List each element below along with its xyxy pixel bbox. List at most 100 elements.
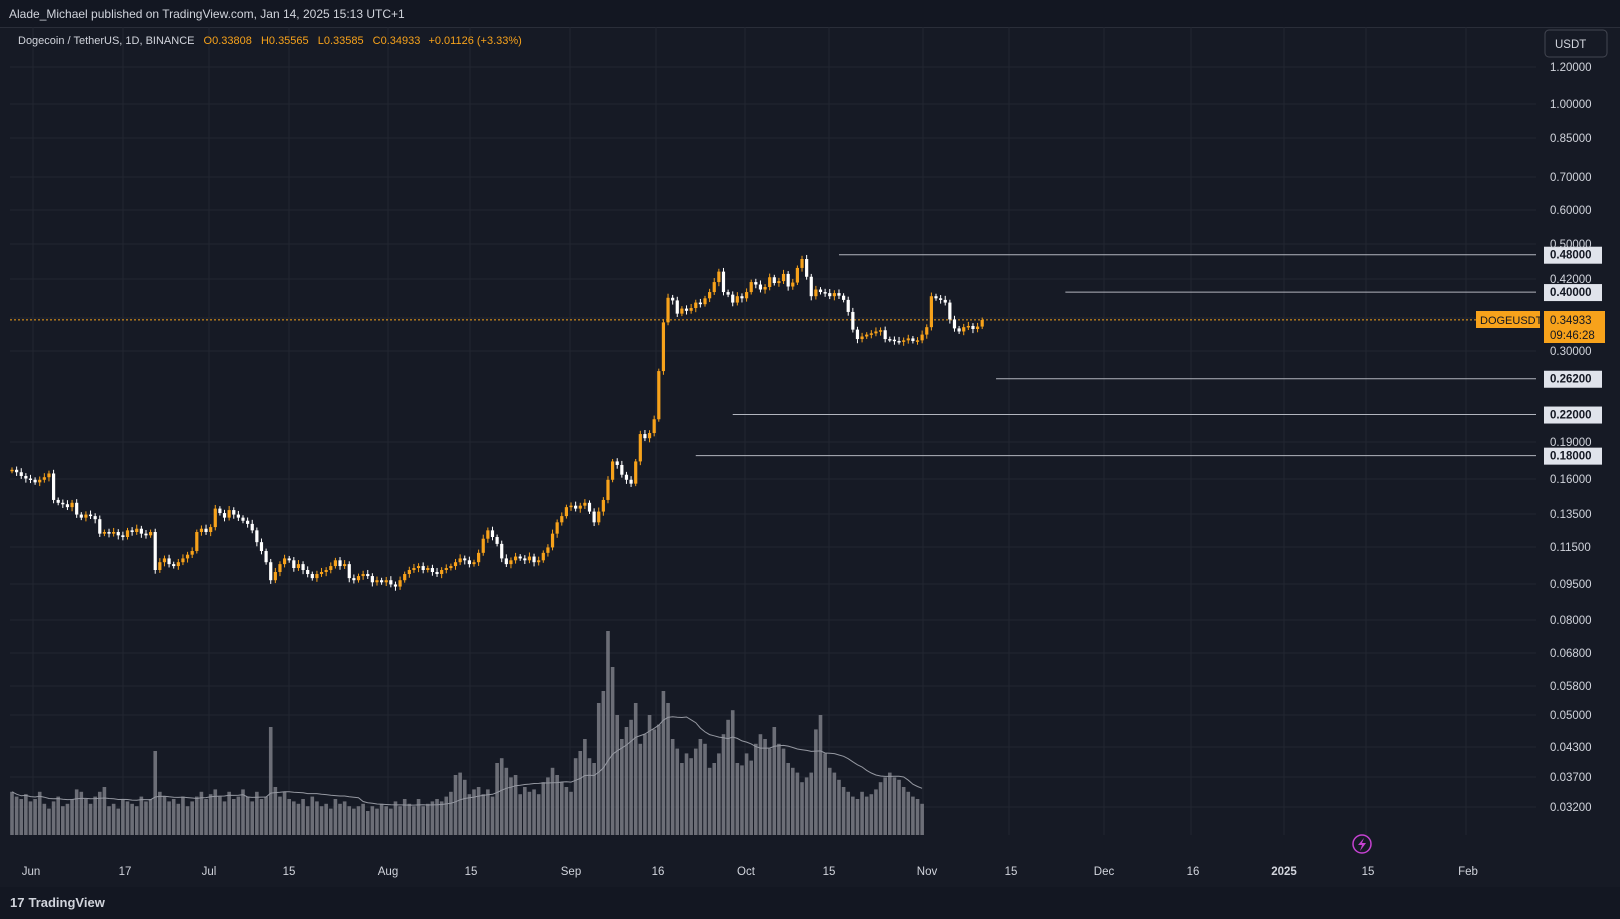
volume-bar <box>65 803 70 835</box>
volume-bar <box>592 763 596 835</box>
volume-bar <box>657 724 661 835</box>
volume-bar <box>416 799 421 835</box>
volume-bar <box>458 772 462 835</box>
volume-bar <box>633 703 638 835</box>
volume-bar <box>610 667 615 835</box>
volume-bar <box>744 753 749 835</box>
bolt-icon[interactable] <box>1352 834 1372 854</box>
volume-bar <box>342 801 347 835</box>
volume-bar <box>37 791 42 835</box>
volume-bar <box>601 691 606 835</box>
volume-bar <box>389 808 393 835</box>
legend-low-label: L <box>318 35 324 47</box>
candle-body <box>398 580 402 587</box>
time-tick-label: Jul <box>202 866 217 878</box>
volume-bar <box>513 775 518 835</box>
volume-bar <box>874 789 878 835</box>
level-label: 0.40000 <box>1550 287 1592 299</box>
candle-body <box>338 560 342 567</box>
candle-body <box>185 554 190 559</box>
volume-bar <box>486 789 490 835</box>
volume-bar <box>56 796 60 835</box>
candle-body <box>874 331 878 334</box>
volume-bar <box>624 727 629 835</box>
candle-body <box>112 531 116 534</box>
candle-body <box>842 295 846 300</box>
volume-bar <box>42 803 47 835</box>
price-tick-label: 0.03700 <box>1550 772 1592 784</box>
price-tick-label: 0.09500 <box>1550 579 1592 591</box>
candle-body <box>144 533 148 536</box>
volume-bar <box>338 803 342 835</box>
candle-body <box>939 298 943 300</box>
candle-body <box>84 514 88 518</box>
time-tick-label: 15 <box>1362 866 1375 878</box>
candle-body <box>851 311 855 330</box>
candle-body <box>500 543 504 559</box>
volume-bar <box>712 763 717 835</box>
candle-body <box>731 294 735 303</box>
level-tag <box>1544 406 1602 424</box>
candle-body <box>407 570 411 575</box>
volume-bar <box>569 791 573 835</box>
candle-body <box>51 473 56 500</box>
candle-body <box>865 334 869 337</box>
currency-button[interactable]: USDT <box>1544 29 1608 58</box>
candle-body <box>306 570 310 575</box>
candle-body <box>888 339 892 341</box>
price-chart[interactable]: 0.48000 0.40000 0.26200 0.22000 0.18000 1.20… <box>0 27 1620 887</box>
candle-body <box>176 562 180 567</box>
volume-bar <box>310 796 315 835</box>
candle-body <box>818 289 823 293</box>
price-tick-label: 1.00000 <box>1550 99 1592 111</box>
volume-bar <box>28 801 33 835</box>
volume-bar <box>490 796 495 835</box>
volume-bar <box>412 806 416 835</box>
volume-bar <box>195 796 199 835</box>
volume-bar <box>689 758 693 835</box>
tradingview-brand[interactable]: 17 TradingView <box>10 895 105 910</box>
candle-body <box>33 479 37 483</box>
time-tick-label: Dec <box>1094 866 1115 878</box>
volume-bar <box>509 777 513 835</box>
candle-body <box>952 319 957 329</box>
volume-bar <box>208 794 213 835</box>
volume-bar <box>347 806 352 835</box>
candle-body <box>523 558 527 561</box>
candle-body <box>828 293 832 297</box>
candle-body <box>920 334 924 341</box>
candle-body <box>915 340 920 342</box>
candle-body <box>647 433 652 439</box>
candle-body <box>749 282 753 293</box>
candle-body <box>661 322 666 372</box>
candle-body <box>232 510 236 515</box>
brand-label: TradingView <box>28 895 105 910</box>
time-tick-label: 15 <box>283 866 296 878</box>
volume-bar <box>407 803 412 835</box>
volume-bar <box>273 787 278 835</box>
candle-body <box>444 568 448 571</box>
time-tick-label: 15 <box>823 866 836 878</box>
volume-bar <box>74 789 79 835</box>
price-axis[interactable]: 1.20000 1.00000 0.85000 0.70000 0.60000 0.500… <box>1550 62 1592 814</box>
volume-bar <box>333 799 338 835</box>
volume-bar <box>435 799 439 835</box>
volume-bar <box>495 763 499 835</box>
volume-bar <box>241 789 245 835</box>
time-axis[interactable]: Jun 17 Jul 15 Aug 15 Sep 16 Oct 15 Nov 15 Dec 16 2025 1… <box>22 866 1478 878</box>
price-tick-label: 0.06800 <box>1550 648 1592 660</box>
volume-bar <box>24 794 28 835</box>
candle-body <box>389 580 393 585</box>
candle-body <box>107 531 111 534</box>
candle-body <box>740 296 744 299</box>
candle-body <box>675 300 679 314</box>
legend-close: 0.34933 <box>381 35 421 47</box>
candle-body <box>975 326 980 330</box>
volume-bar <box>758 734 763 835</box>
publisher-text: Alade_Michael published on TradingView.c… <box>9 7 405 21</box>
volume-bar <box>222 801 227 835</box>
volume-bar <box>707 767 712 835</box>
candle-body <box>892 339 897 342</box>
candle-body <box>121 535 125 538</box>
candle-body <box>416 566 421 569</box>
